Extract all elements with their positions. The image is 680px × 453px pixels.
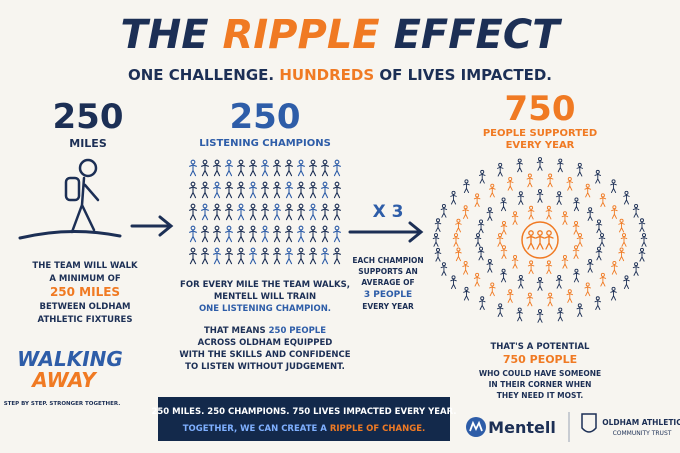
text-line: EVERY YEAR	[362, 302, 414, 311]
banner-part: RIPPLE OF CHANGE.	[330, 424, 425, 434]
text-line: AVERAGE OF	[361, 278, 414, 287]
text-line: BETWEEN OLDHAM	[40, 302, 131, 312]
text-line: MENTELL WILL TRAIN	[214, 292, 316, 302]
people-label: EVERY YEAR	[506, 140, 575, 151]
text-line: SUPPORTS AN	[358, 267, 418, 276]
champions-label: LISTENING CHAMPIONS	[199, 138, 331, 149]
logo-line: AWAY	[30, 368, 98, 392]
people-label: PEOPLE SUPPORTED	[483, 128, 597, 139]
title: THE RIPPLE EFFECT	[120, 12, 562, 58]
logo-line: WALKING	[17, 347, 123, 371]
title-part: RIPPLE	[223, 12, 380, 58]
text-line: THAT MEANS 250 PEOPLE	[204, 326, 326, 336]
text-line: TO LISTEN WITHOUT JUDGEMENT.	[185, 362, 345, 372]
banner-line: TOGETHER, WE CAN CREATE A RIPPLE OF CHAN…	[183, 424, 425, 434]
text-line: FOR EVERY MILE THE TEAM WALKS,	[180, 280, 350, 290]
title-part: THE	[120, 12, 208, 58]
arrow	[348, 221, 424, 243]
text-line: 750 PEOPLE	[503, 353, 577, 366]
people-figures	[432, 157, 648, 323]
text-part: THAT MEANS	[204, 326, 266, 336]
text-line: THE TEAM WILL WALK	[32, 261, 138, 271]
subtitle-part: OF LIVES IMPACTED.	[379, 66, 552, 84]
hiker	[18, 158, 122, 240]
text-line: IN THEIR CORNER WHEN	[489, 380, 592, 389]
arrow	[130, 215, 174, 237]
text-line: THEY NEED IT MOST.	[497, 391, 584, 400]
subtitle-part: ONE CHALLENGE.	[128, 66, 274, 84]
oldham-logo: COMMUNITY TRUST	[613, 430, 672, 437]
subtitle-part: HUNDREDS	[279, 66, 374, 84]
crest	[581, 413, 597, 433]
text-line: A MINIMUM OF	[49, 274, 120, 284]
title-part: EFFECT	[394, 12, 563, 58]
text-line: 250 MILES	[50, 285, 120, 299]
text-line: WHO COULD HAVE SOMEONE	[479, 369, 601, 378]
text-line: 3 PEOPLE	[364, 290, 412, 300]
miles-text: THE TEAM WILL WALK A MINIMUM OF 250 MILE…	[32, 261, 138, 325]
multiplier-label: X 3	[373, 202, 404, 222]
text-line: ACROSS OLDHAM EQUIPPED	[198, 338, 333, 348]
text-line: THAT'S A POTENTIAL	[491, 342, 591, 352]
banner-part: TOGETHER, WE CAN CREATE A	[183, 424, 328, 434]
mentell-icon-mark	[469, 420, 483, 432]
mentell-logo: Mentell	[488, 418, 556, 437]
people-number: 750	[505, 89, 576, 129]
banner	[158, 397, 450, 441]
subtitle: ONE CHALLENGE. HUNDREDS OF LIVES IMPACTE…	[128, 66, 552, 84]
champions-number: 250	[230, 97, 301, 137]
text-line: EACH CHAMPION	[352, 256, 423, 265]
text-line: WITH THE SKILLS AND CONFIDENCE	[179, 350, 350, 360]
text-part: 250 PEOPLE	[269, 326, 327, 336]
banner-line: 250 MILES. 250 CHAMPIONS. 750 LIVES IMPA…	[151, 407, 456, 417]
miles-label: MILES	[69, 137, 107, 150]
center-ring	[521, 221, 559, 259]
oldham-logo: OLDHAM ATHLETIC	[602, 418, 680, 427]
logo-tagline: STEP BY STEP. STRONGER TOGETHER.	[4, 401, 121, 407]
text-line: ONE LISTENING CHAMPION.	[199, 304, 331, 314]
miles-number: 250	[53, 97, 124, 137]
text-line: ATHLETIC FIXTURES	[38, 315, 133, 325]
